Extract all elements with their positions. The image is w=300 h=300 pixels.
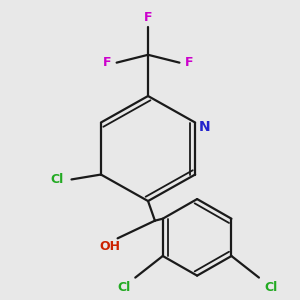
Text: OH: OH <box>99 240 120 253</box>
Text: F: F <box>185 56 194 69</box>
Text: N: N <box>199 120 211 134</box>
Text: F: F <box>144 11 152 24</box>
Text: Cl: Cl <box>264 281 277 294</box>
Text: Cl: Cl <box>50 173 63 186</box>
Text: F: F <box>103 56 111 69</box>
Text: Cl: Cl <box>117 281 130 294</box>
